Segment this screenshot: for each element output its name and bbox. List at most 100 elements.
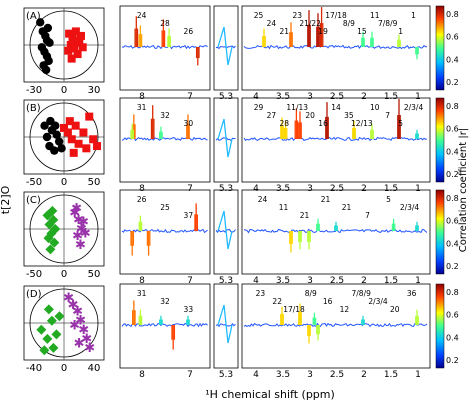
peak-label: 10 <box>370 103 380 112</box>
spectrum-tick-label: 7 <box>187 370 193 380</box>
peak-label: 2/3/4 <box>368 297 388 306</box>
score-x-tick-label: 0 <box>61 363 67 374</box>
peak-label: 22 <box>272 297 282 306</box>
score-point <box>45 38 54 47</box>
score-point <box>73 50 82 59</box>
score-point: ✱ <box>81 332 92 347</box>
peak-label: 7 <box>365 211 370 220</box>
colorbar <box>435 189 445 275</box>
peak-label: 7 <box>385 111 390 120</box>
spectrum-frame <box>213 189 239 275</box>
peak-label: 24 <box>258 195 268 204</box>
panel-b: (B)-50 0 5031323029272811/132016143512/131… <box>23 97 459 194</box>
score-point <box>49 237 60 248</box>
spectrum-baseline <box>121 322 208 328</box>
spectrum-tick-label: 4 <box>253 370 259 380</box>
peak-label: 24 <box>137 11 147 20</box>
colorbar-tick-label: 0.4 <box>446 55 459 64</box>
spectrum-peak <box>217 210 233 250</box>
peak-label: 11/13 <box>286 103 308 112</box>
spectrum-tick-label: 3.5 <box>276 184 290 194</box>
score-point <box>50 224 61 234</box>
score-x-tick-label: 50 <box>88 177 101 188</box>
spectrum-tick-label: 2.5 <box>330 184 344 194</box>
spectrum-baseline <box>243 44 428 50</box>
score-point <box>85 112 94 121</box>
peak-label: 1 <box>411 11 416 20</box>
colorbar-tick-label: 0.8 <box>446 194 459 203</box>
score-point: ✱ <box>78 215 89 230</box>
score-point <box>75 38 84 47</box>
peak-label: 17/18 <box>325 11 347 20</box>
score-point <box>60 123 68 132</box>
score-x-tick-label: 0 <box>61 85 67 96</box>
peak-label: 17/18 <box>283 305 305 314</box>
spectrum-frame <box>119 189 211 275</box>
panel-label: (B) <box>26 103 41 114</box>
peak-label: 23 <box>292 11 302 20</box>
score-point <box>54 137 64 146</box>
colorbar-tick-label: 0.6 <box>446 33 459 42</box>
bottom-axis-label: ¹H chemical shift (ppm) <box>205 388 335 401</box>
peak-label: 23 <box>256 289 266 298</box>
score-x-tick-label: 30 <box>88 85 101 96</box>
peak-label: 26 <box>184 27 194 36</box>
spectrum-tick-label: 2.5 <box>330 276 344 286</box>
spectrum-tick-label: 5.3 <box>219 370 233 380</box>
peak-label: 12/13 <box>351 119 373 128</box>
peak-label: 5 <box>398 119 403 128</box>
score-point <box>50 146 59 155</box>
spectrum-baseline <box>243 228 428 234</box>
panel-label: (C) <box>26 195 41 206</box>
colorbar-tick-label: 0.4 <box>446 333 459 342</box>
colorbar <box>435 5 445 91</box>
score-point <box>36 18 45 27</box>
colorbar <box>435 283 445 369</box>
peak-label: 8/9 <box>305 289 317 298</box>
spectrum-tick-label: 5.3 <box>219 184 233 194</box>
spectrum-tick-label: 4 <box>253 184 259 194</box>
score-point: ✱ <box>68 298 79 313</box>
peak-label: 25 <box>160 203 170 212</box>
spectrum-tick-label: 4 <box>253 92 259 102</box>
spectrum-tick-label: 5.3 <box>219 92 233 102</box>
spectrum-tick-label: 8 <box>139 92 145 102</box>
score-point <box>65 29 74 38</box>
peak-label: 21 <box>280 27 290 36</box>
spectrum-baseline <box>243 322 428 328</box>
spectrum-tick-label: 1 <box>415 276 421 286</box>
score-point <box>64 46 73 55</box>
peak-label: 32 <box>160 111 170 120</box>
left-axis-label: t[2]O <box>0 185 12 214</box>
score-x-tick-label: 0 <box>61 177 67 188</box>
colorbar-label: Correlation coefficient |r| <box>458 128 469 252</box>
panel-label: (A) <box>26 11 41 22</box>
peak-label: 30 <box>184 119 194 128</box>
score-x-tick-label: 40 <box>88 363 101 374</box>
spectrum-tick-label: 3.5 <box>276 276 290 286</box>
peak-label: 28 <box>280 119 290 128</box>
peak-label: 2/3/4 <box>404 103 424 112</box>
score-point: ✱ <box>76 222 87 237</box>
score-point <box>48 342 59 353</box>
score-point <box>43 23 53 33</box>
score-point <box>42 132 52 142</box>
peak-label: 31 <box>137 103 147 112</box>
peak-label: 11 <box>279 203 289 212</box>
score-point <box>43 233 54 244</box>
colorbar <box>435 97 445 183</box>
score-point: ✱ <box>63 291 74 306</box>
score-point: ✱ <box>71 202 82 217</box>
score-point <box>71 121 80 130</box>
peak-label: 36 <box>407 289 417 298</box>
colorbar-tick-label: 0.2 <box>446 170 459 179</box>
spectrum-frame <box>213 97 239 183</box>
score-point <box>67 135 76 144</box>
score-x-tick-label: -50 <box>26 269 42 280</box>
peak-label: 37 <box>184 211 194 220</box>
peak-label: 33 <box>184 305 194 314</box>
panel-d: (D)-40 0 40✱✱✱✱✱✱✱✱✱313233232217/188/91612… <box>23 283 459 380</box>
spectrum-tick-label: 8 <box>139 184 145 194</box>
spectrum-tick-label: 8 <box>139 370 145 380</box>
score-point <box>41 65 51 75</box>
